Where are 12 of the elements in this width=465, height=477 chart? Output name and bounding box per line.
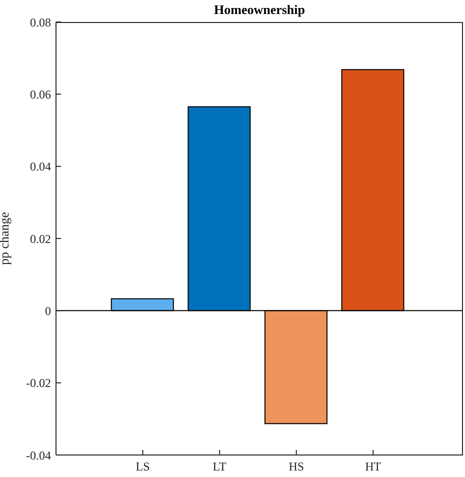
x-tick-label: HT [365,460,382,474]
x-tick-label: HS [288,460,304,474]
y-tick-label: -0.04 [26,448,51,462]
y-tick-label: -0.02 [26,376,51,390]
y-tick-label: 0.08 [30,15,51,30]
y-tick-label: 0.06 [30,87,51,102]
x-tick-label: LS [136,460,150,474]
chart-title: Homeownership [213,2,306,18]
x-tick-label: LT [212,460,228,474]
y-tick-label: 0.02 [30,232,51,246]
y-tick-label: 0 [45,304,51,318]
y-tick-label: 0.04 [30,160,51,174]
